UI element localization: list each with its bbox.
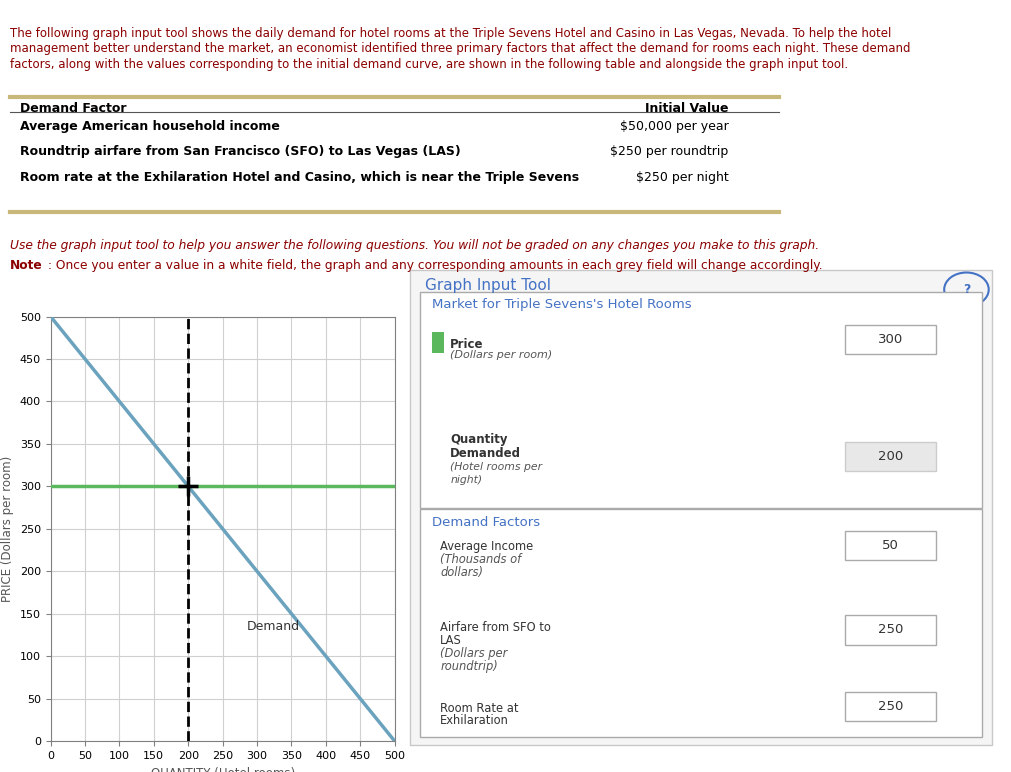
Text: 200: 200 — [878, 450, 902, 463]
Text: (Hotel rooms per: (Hotel rooms per — [450, 462, 542, 472]
Text: Airfare from SFO to: Airfare from SFO to — [440, 621, 551, 635]
Text: $50,000 per year: $50,000 per year — [620, 120, 728, 133]
Text: Room rate at the Exhilaration Hotel and Casino, which is near the Triple Sevens: Room rate at the Exhilaration Hotel and … — [20, 171, 578, 184]
Text: Price: Price — [450, 338, 483, 351]
Text: Roundtrip airfare from San Francisco (SFO) to Las Vegas (LAS): Roundtrip airfare from San Francisco (SF… — [20, 145, 461, 158]
Text: The following graph input tool shows the daily demand for hotel rooms at the Tri: The following graph input tool shows the… — [10, 27, 891, 40]
Text: Average Income: Average Income — [440, 540, 533, 554]
Text: $250 per night: $250 per night — [635, 171, 728, 184]
Text: $250 per roundtrip: $250 per roundtrip — [610, 145, 728, 158]
Text: Exhilaration: Exhilaration — [440, 714, 509, 727]
Text: dollars): dollars) — [440, 567, 482, 580]
Text: Demand Factor: Demand Factor — [20, 102, 126, 115]
Text: Demand: Demand — [247, 620, 299, 633]
Text: Use the graph input tool to help you answer the following questions. You will no: Use the graph input tool to help you ans… — [10, 239, 819, 252]
Text: Graph Input Tool: Graph Input Tool — [425, 278, 551, 293]
Text: Demand Factors: Demand Factors — [432, 516, 540, 529]
Text: (Thousands of: (Thousands of — [440, 554, 521, 567]
Text: roundtrip): roundtrip) — [440, 660, 497, 673]
Text: 50: 50 — [882, 539, 898, 552]
Text: Quantity: Quantity — [450, 432, 508, 445]
X-axis label: QUANTITY (Hotel rooms): QUANTITY (Hotel rooms) — [151, 767, 294, 772]
Text: management better understand the market, an economist identified three primary f: management better understand the market,… — [10, 42, 910, 56]
Text: LAS: LAS — [440, 634, 461, 647]
Text: 250: 250 — [877, 700, 903, 713]
Text: (Dollars per room): (Dollars per room) — [450, 350, 552, 361]
Text: Initial Value: Initial Value — [644, 102, 728, 115]
Text: Room Rate at: Room Rate at — [440, 702, 519, 715]
Text: Market for Triple Sevens's Hotel Rooms: Market for Triple Sevens's Hotel Rooms — [432, 298, 692, 311]
Text: Note: Note — [10, 259, 42, 272]
Text: (Dollars per: (Dollars per — [440, 647, 508, 660]
Text: 250: 250 — [877, 624, 903, 636]
Y-axis label: PRICE (Dollars per room): PRICE (Dollars per room) — [1, 455, 14, 602]
Text: Demanded: Demanded — [450, 446, 521, 459]
Text: ?: ? — [961, 283, 970, 296]
Text: Average American household income: Average American household income — [20, 120, 280, 133]
Text: factors, along with the values corresponding to the initial demand curve, are sh: factors, along with the values correspon… — [10, 58, 847, 71]
Text: : Once you enter a value in a white field, the graph and any corresponding amoun: : Once you enter a value in a white fiel… — [48, 259, 821, 272]
Text: night): night) — [450, 475, 482, 485]
Text: 300: 300 — [878, 333, 902, 346]
